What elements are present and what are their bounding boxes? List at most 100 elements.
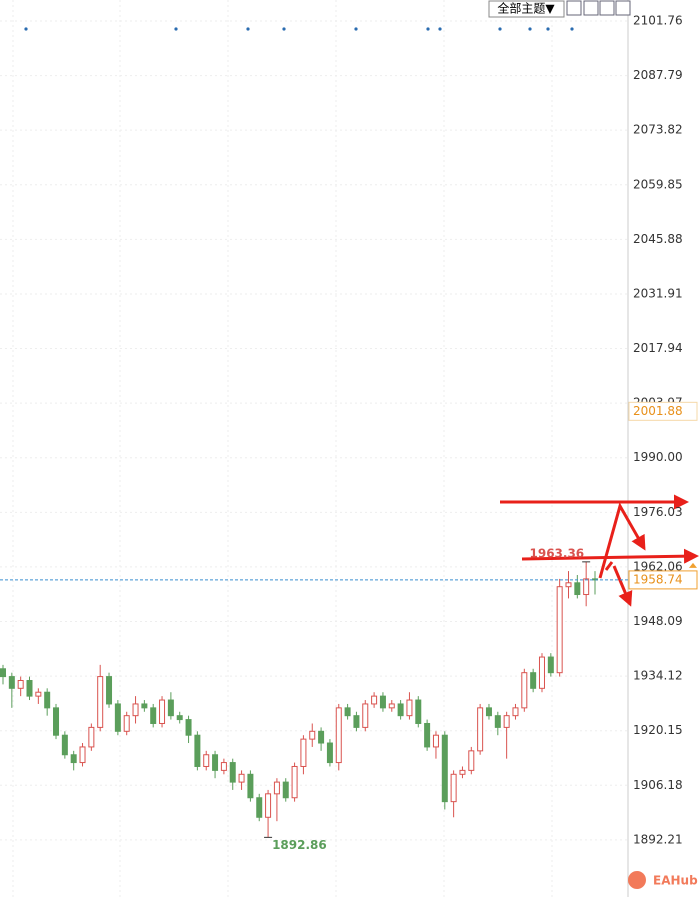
candle-body xyxy=(26,679,33,697)
y-tick-label: 1892.21 xyxy=(633,832,683,846)
candle-body xyxy=(291,765,298,799)
candle-body xyxy=(97,676,104,728)
y-tick-label: 2017.94 xyxy=(633,341,683,355)
tool-icon[interactable] xyxy=(615,0,631,16)
candle-body xyxy=(70,754,77,764)
candle-body xyxy=(167,699,174,717)
candle-body xyxy=(388,703,395,709)
candle-body xyxy=(212,754,219,771)
max-label: 1963.36 xyxy=(530,546,585,560)
y-tick-label: 2101.76 xyxy=(633,13,683,27)
y-tick-label: 1976.03 xyxy=(633,505,683,519)
candle-body xyxy=(300,738,307,767)
candle-body xyxy=(538,656,545,689)
y-tick-label: 1934.12 xyxy=(633,669,683,683)
candle-body xyxy=(220,762,227,771)
candle-body xyxy=(256,797,263,818)
candle-body xyxy=(371,695,378,705)
candle-body xyxy=(415,699,422,724)
toolbar: 全部主题▼ xyxy=(488,0,631,18)
candle-body xyxy=(441,734,448,803)
candle-body xyxy=(459,769,466,775)
reference-price-box xyxy=(628,401,698,421)
y-tick-label: 1948.09 xyxy=(633,614,683,628)
candle-body xyxy=(185,719,192,736)
candle-body xyxy=(494,715,501,728)
tool-icon[interactable] xyxy=(566,0,582,16)
candle-body xyxy=(35,691,42,697)
theme-label: 全部主题▼ xyxy=(497,1,555,16)
y-tick-label: 2087.79 xyxy=(633,68,683,82)
y-tick-label: 2073.82 xyxy=(633,123,683,137)
min-label: 1892.86 xyxy=(272,838,327,852)
candle-body xyxy=(362,703,369,728)
y-tick-label: 1962.06 xyxy=(633,559,683,573)
current-price-marker xyxy=(689,562,697,568)
candle-body xyxy=(530,672,537,689)
candle-body xyxy=(468,750,475,771)
candle-body xyxy=(150,707,157,724)
candle-body xyxy=(521,672,528,709)
candle-body xyxy=(282,781,289,799)
candle-body xyxy=(141,703,148,709)
candle-body xyxy=(79,746,86,764)
watermark-text: EAHub xyxy=(653,874,698,888)
y-tick-label: 1990.00 xyxy=(633,450,683,464)
hand-arrows xyxy=(500,494,699,607)
candle-body xyxy=(247,773,254,799)
candle-body xyxy=(477,707,484,752)
current-price-box xyxy=(628,570,698,590)
candle-body xyxy=(503,715,510,728)
candle-body xyxy=(556,586,563,674)
candle-body xyxy=(106,676,113,705)
candle-body xyxy=(485,707,492,717)
y-tick-label: 1920.15 xyxy=(633,723,683,737)
candle-body xyxy=(53,707,60,736)
candle-body xyxy=(17,679,24,689)
y-tick-label: 2059.85 xyxy=(633,177,683,191)
current-price-label: 1958.74 xyxy=(633,572,683,586)
y-tick-label: 2031.91 xyxy=(633,286,683,300)
candle-body xyxy=(547,656,554,674)
candle-body xyxy=(114,703,121,732)
candle-body xyxy=(203,754,210,767)
candle-body xyxy=(512,707,519,717)
candle-body xyxy=(406,699,413,717)
plot xyxy=(0,561,598,838)
candle-body xyxy=(432,734,439,748)
candle-body xyxy=(574,582,581,596)
candle-body xyxy=(88,726,95,748)
candle-body xyxy=(176,715,183,721)
candle-body xyxy=(44,691,51,709)
theme-button[interactable] xyxy=(488,0,565,18)
candle-body xyxy=(397,703,404,717)
candle-body xyxy=(238,773,245,783)
reference-price-label: 2001.88 xyxy=(633,404,683,418)
candle-body xyxy=(335,707,342,764)
candle-body xyxy=(344,707,351,717)
y-tick-label: 1906.18 xyxy=(633,778,683,792)
event-markers xyxy=(24,27,574,31)
candle-body xyxy=(123,715,130,732)
candle-body xyxy=(309,730,316,740)
candle-body xyxy=(450,773,457,803)
candle-body xyxy=(379,695,386,709)
candle-body xyxy=(159,699,166,724)
candle-body xyxy=(229,762,236,783)
candle-body xyxy=(194,734,201,767)
candle-body xyxy=(61,734,68,756)
candle-body xyxy=(326,742,333,764)
candle-body xyxy=(318,730,325,744)
candle-body xyxy=(132,703,139,717)
candle-body xyxy=(424,722,431,748)
tool-icon[interactable] xyxy=(583,0,599,16)
candle-body xyxy=(565,582,572,588)
candle-body xyxy=(353,715,360,728)
tool-icon[interactable] xyxy=(599,0,615,16)
watermark: EAHub xyxy=(628,871,698,889)
candle-body xyxy=(265,793,272,818)
candle-body xyxy=(583,578,590,596)
candle-body xyxy=(0,668,6,678)
